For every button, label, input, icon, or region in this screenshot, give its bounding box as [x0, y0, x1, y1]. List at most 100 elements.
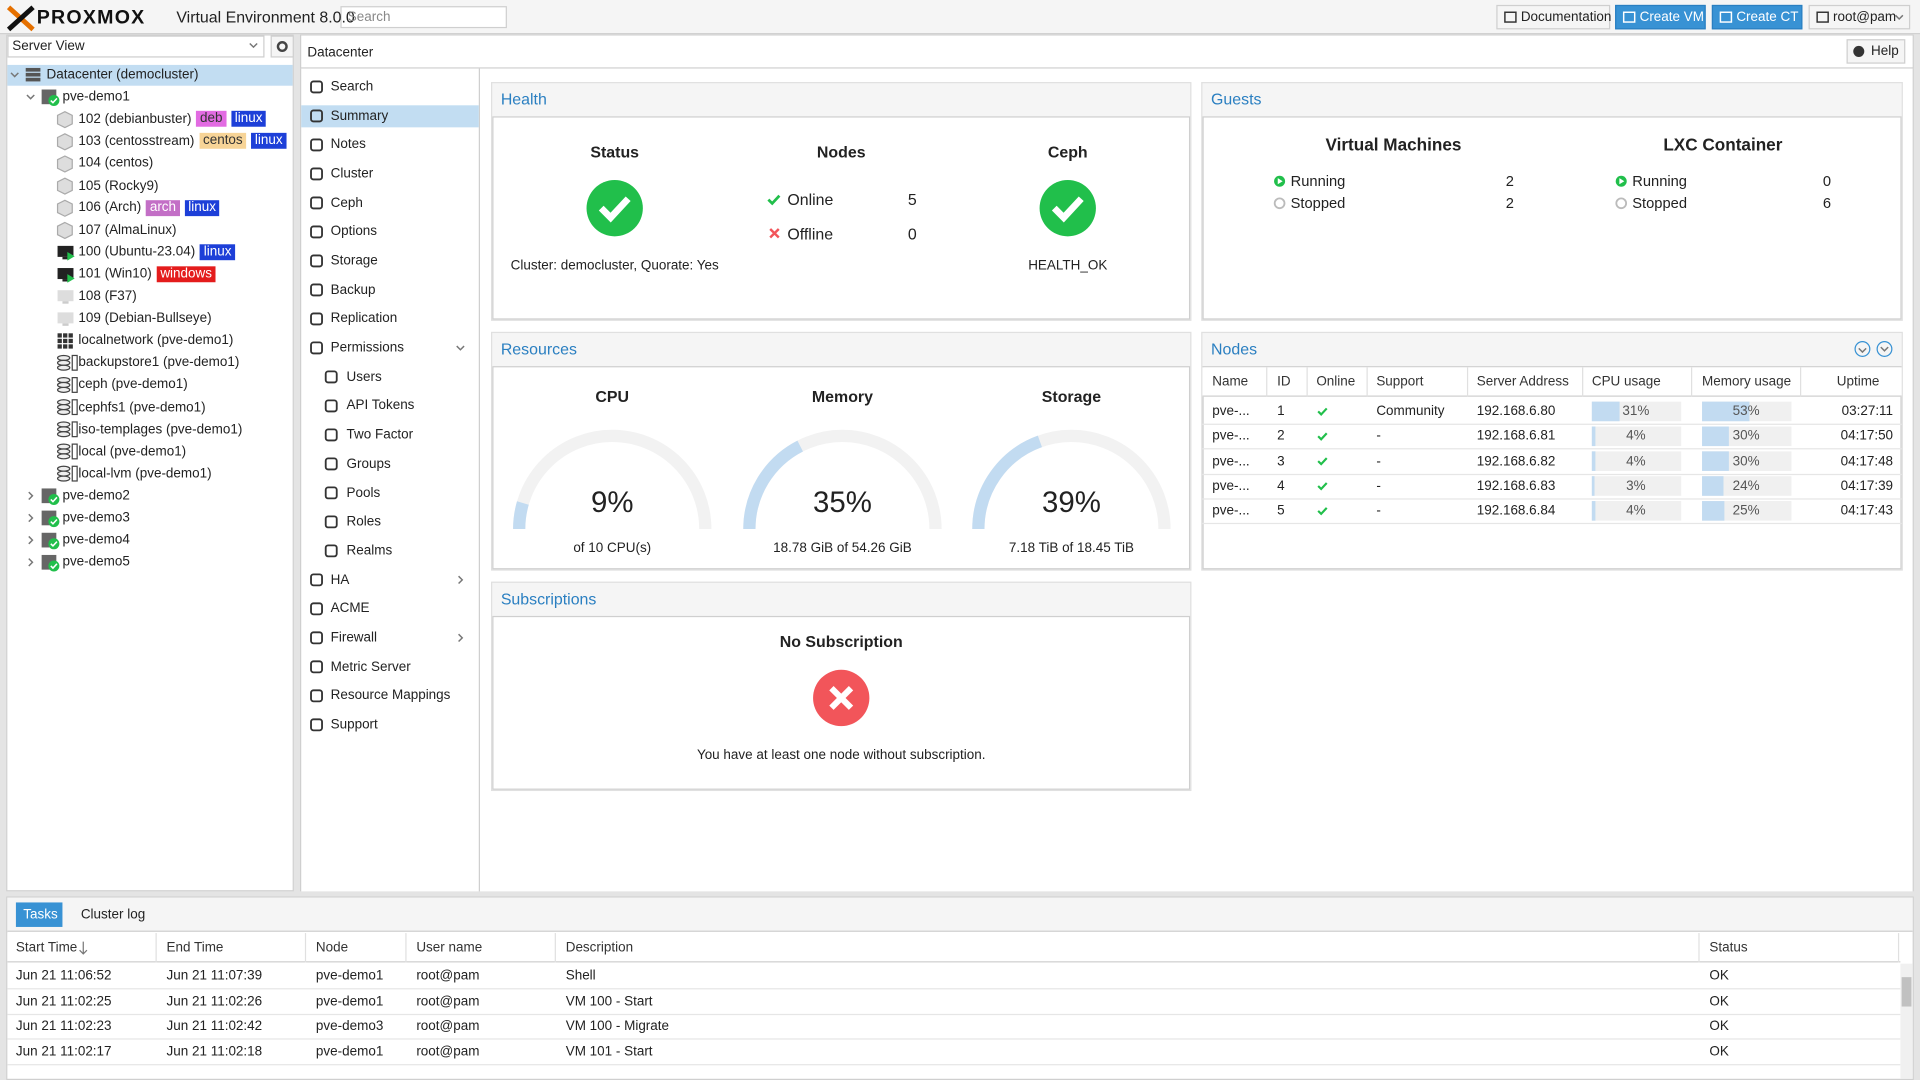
nav-item[interactable]: Ceph: [331, 196, 363, 211]
usage-label: 24%: [1733, 479, 1760, 494]
nav-item[interactable]: Realms: [347, 544, 393, 559]
tasks-column-header[interactable]: Status: [1709, 940, 1747, 955]
tasks-column-header[interactable]: Start Time: [16, 940, 77, 955]
tree-item[interactable]: localnetwork (pve-demo1): [78, 333, 233, 348]
tree-item[interactable]: pve-demo4: [62, 533, 129, 548]
nav-item[interactable]: Replication: [331, 312, 398, 327]
tree-item[interactable]: 108 (F37): [78, 289, 136, 304]
running-label: Running: [1632, 173, 1687, 190]
tree-item[interactable]: cephfs1 (pve-demo1): [78, 400, 205, 415]
task-cell[interactable]: Jun 21 11:02:17: [16, 1044, 112, 1059]
nav-item[interactable]: Permissions: [331, 341, 404, 356]
task-cell[interactable]: root@pam: [416, 1044, 479, 1059]
nav-item[interactable]: Storage: [331, 254, 378, 269]
tree-item-label: 108 (F37): [78, 289, 136, 304]
tree-item[interactable]: Datacenter (democluster): [47, 67, 199, 82]
task-cell[interactable]: OK: [1709, 994, 1728, 1009]
nav-item[interactable]: Roles: [347, 515, 381, 530]
nav-item[interactable]: Metric Server: [331, 660, 411, 675]
tasks-column-header[interactable]: Description: [566, 940, 633, 955]
tree-item[interactable]: 103 (centosstream)centoslinux: [78, 133, 286, 149]
task-cell[interactable]: pve-demo3: [316, 1019, 383, 1034]
tree-item[interactable]: 109 (Debian-Bullseye): [78, 311, 211, 326]
nav-item[interactable]: Options: [331, 225, 377, 240]
task-cell[interactable]: Shell: [566, 969, 596, 984]
task-cell[interactable]: OK: [1709, 1044, 1728, 1059]
nodes-column-header[interactable]: CPU usage: [1592, 375, 1661, 390]
nav-item[interactable]: API Tokens: [347, 399, 415, 414]
tree-item[interactable]: pve-demo3: [62, 511, 129, 526]
task-cell[interactable]: OK: [1709, 969, 1728, 984]
nodes-column-header[interactable]: Memory usage: [1702, 375, 1791, 390]
usage-label: 4%: [1626, 429, 1645, 444]
nodes-column-header[interactable]: Server Address: [1477, 375, 1569, 390]
nodes-column-header[interactable]: Uptime: [1837, 375, 1880, 390]
task-cell[interactable]: OK: [1709, 1019, 1728, 1034]
task-cell[interactable]: root@pam: [416, 1019, 479, 1034]
node-name[interactable]: pve-...: [1212, 404, 1249, 419]
task-cell[interactable]: Jun 21 11:02:26: [167, 994, 263, 1009]
tasks-column-header[interactable]: User name: [416, 940, 482, 955]
tasks-column-header[interactable]: Node: [316, 940, 348, 955]
tree-item[interactable]: 106 (Arch)archlinux: [78, 200, 219, 216]
tree-item[interactable]: pve-demo5: [62, 555, 129, 570]
nav-item[interactable]: Notes: [331, 138, 366, 153]
task-cell[interactable]: Jun 21 11:02:25: [16, 994, 112, 1009]
task-cell[interactable]: VM 100 - Start: [566, 994, 653, 1009]
tasks-column-header[interactable]: End Time: [167, 940, 224, 955]
tree-item[interactable]: 100 (Ubuntu-23.04)linux: [78, 244, 235, 260]
nav-item[interactable]: Summary: [331, 109, 389, 124]
tree-item[interactable]: iso-templages (pve-demo1): [78, 422, 242, 437]
tree-item[interactable]: 105 (Rocky9): [78, 178, 158, 193]
tree-item[interactable]: 101 (Win10)windows: [78, 266, 215, 282]
task-cell[interactable]: Jun 21 11:02:42: [167, 1019, 263, 1034]
nav-item[interactable]: Users: [347, 370, 382, 385]
tree-item[interactable]: backupstore1 (pve-demo1): [78, 355, 239, 370]
task-cell[interactable]: pve-demo1: [316, 994, 383, 1009]
nav-item[interactable]: Backup: [331, 283, 376, 298]
task-cell[interactable]: pve-demo1: [316, 1044, 383, 1059]
node-name[interactable]: pve-...: [1212, 503, 1249, 518]
tree-item[interactable]: 107 (AlmaLinux): [78, 222, 176, 237]
nodes-column-header[interactable]: Online: [1316, 375, 1355, 390]
tree-item[interactable]: pve-demo1: [62, 90, 129, 105]
nav-item[interactable]: Firewall: [331, 630, 377, 645]
tree-item[interactable]: local (pve-demo1): [78, 444, 186, 459]
tree-item[interactable]: 102 (debianbuster)deblinux: [78, 111, 266, 127]
tree-item-label: localnetwork (pve-demo1): [78, 333, 233, 348]
nav-item[interactable]: HA: [331, 573, 350, 588]
task-cell[interactable]: Jun 21 11:02:18: [167, 1044, 263, 1059]
nav-item[interactable]: Resource Mappings: [331, 688, 451, 703]
user-menu-button-label: root@pam: [1833, 10, 1896, 25]
node-name[interactable]: pve-...: [1212, 454, 1249, 469]
nav-item[interactable]: Search: [331, 80, 374, 95]
nodes-column-header[interactable]: Support: [1376, 375, 1423, 390]
nav-item[interactable]: Support: [331, 717, 378, 732]
tree-item[interactable]: local-lvm (pve-demo1): [78, 466, 211, 481]
task-cell[interactable]: VM 100 - Migrate: [566, 1019, 669, 1034]
tree-item[interactable]: pve-demo2: [62, 488, 129, 503]
tree-item[interactable]: ceph (pve-demo1): [78, 378, 187, 393]
nav-item[interactable]: Groups: [347, 457, 391, 472]
tab[interactable]: Cluster log: [81, 907, 145, 922]
task-cell[interactable]: root@pam: [416, 969, 479, 984]
tag: linux: [185, 200, 220, 216]
task-cell[interactable]: Jun 21 11:02:23: [16, 1019, 112, 1034]
nav-item[interactable]: Cluster: [331, 167, 374, 182]
node-name[interactable]: pve-...: [1212, 429, 1249, 444]
nav-item[interactable]: ACME: [331, 602, 370, 617]
task-cell[interactable]: Jun 21 11:07:39: [167, 969, 263, 984]
node-support: -: [1376, 479, 1380, 494]
task-cell[interactable]: Jun 21 11:06:52: [16, 969, 112, 984]
task-cell[interactable]: VM 101 - Start: [566, 1044, 653, 1059]
tree-item[interactable]: 104 (centos): [78, 156, 153, 171]
nodes-column-header[interactable]: ID: [1277, 375, 1290, 390]
task-cell[interactable]: pve-demo1: [316, 969, 383, 984]
nav-item[interactable]: Pools: [347, 486, 381, 501]
nodes-column-header[interactable]: Name: [1212, 375, 1248, 390]
tree-item-label: backupstore1 (pve-demo1): [78, 355, 239, 370]
task-cell[interactable]: root@pam: [416, 994, 479, 1009]
node-name[interactable]: pve-...: [1212, 479, 1249, 494]
nav-item[interactable]: Two Factor: [347, 428, 414, 443]
tab[interactable]: Tasks: [23, 907, 57, 922]
